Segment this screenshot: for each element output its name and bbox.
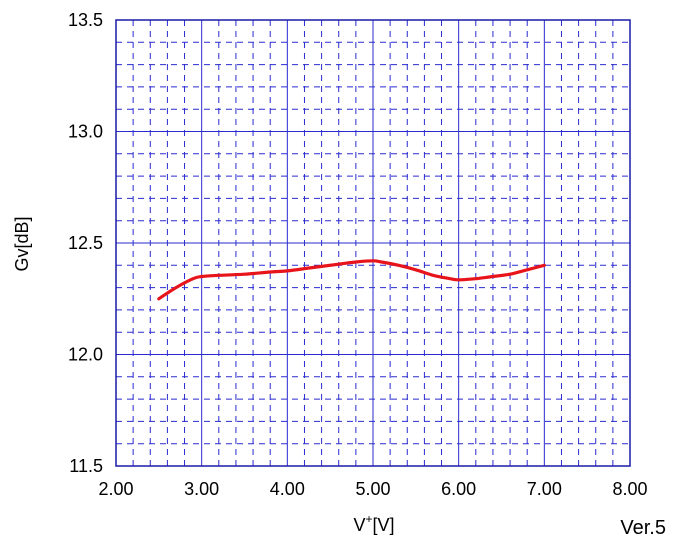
x-tick-label: 4.00 xyxy=(270,479,305,499)
x-tick-label: 6.00 xyxy=(441,479,476,499)
x-tick-label: 7.00 xyxy=(527,479,562,499)
x-axis-title-unit: [V] xyxy=(373,515,395,535)
y-tick-label: 12.0 xyxy=(68,345,103,365)
x-axis-title: V+[V] xyxy=(353,512,394,535)
x-tick-label: 5.00 xyxy=(355,479,390,499)
version-label: Ver.5 xyxy=(620,517,666,539)
x-tick-label: 8.00 xyxy=(612,479,647,499)
y-tick-label: 12.5 xyxy=(68,233,103,253)
y-tick-label: 13.0 xyxy=(68,122,103,142)
y-tick-labels: 11.5 12.0 12.5 13.0 13.5 xyxy=(68,10,103,476)
x-axis-title-superscript: + xyxy=(365,512,372,526)
y-tick-label: 11.5 xyxy=(69,456,103,476)
x-tick-labels: 2.00 3.00 4.00 5.00 6.00 7.00 8.00 xyxy=(98,479,647,499)
y-axis-title: Gv[dB] xyxy=(12,216,32,271)
x-tick-label: 3.00 xyxy=(184,479,219,499)
x-tick-label: 2.00 xyxy=(98,479,133,499)
series-layer xyxy=(157,259,546,301)
y-tick-label: 13.5 xyxy=(68,10,103,30)
plot-frame xyxy=(115,19,631,467)
gain-series-line xyxy=(157,259,546,301)
x-axis-title-base: V xyxy=(353,515,365,535)
